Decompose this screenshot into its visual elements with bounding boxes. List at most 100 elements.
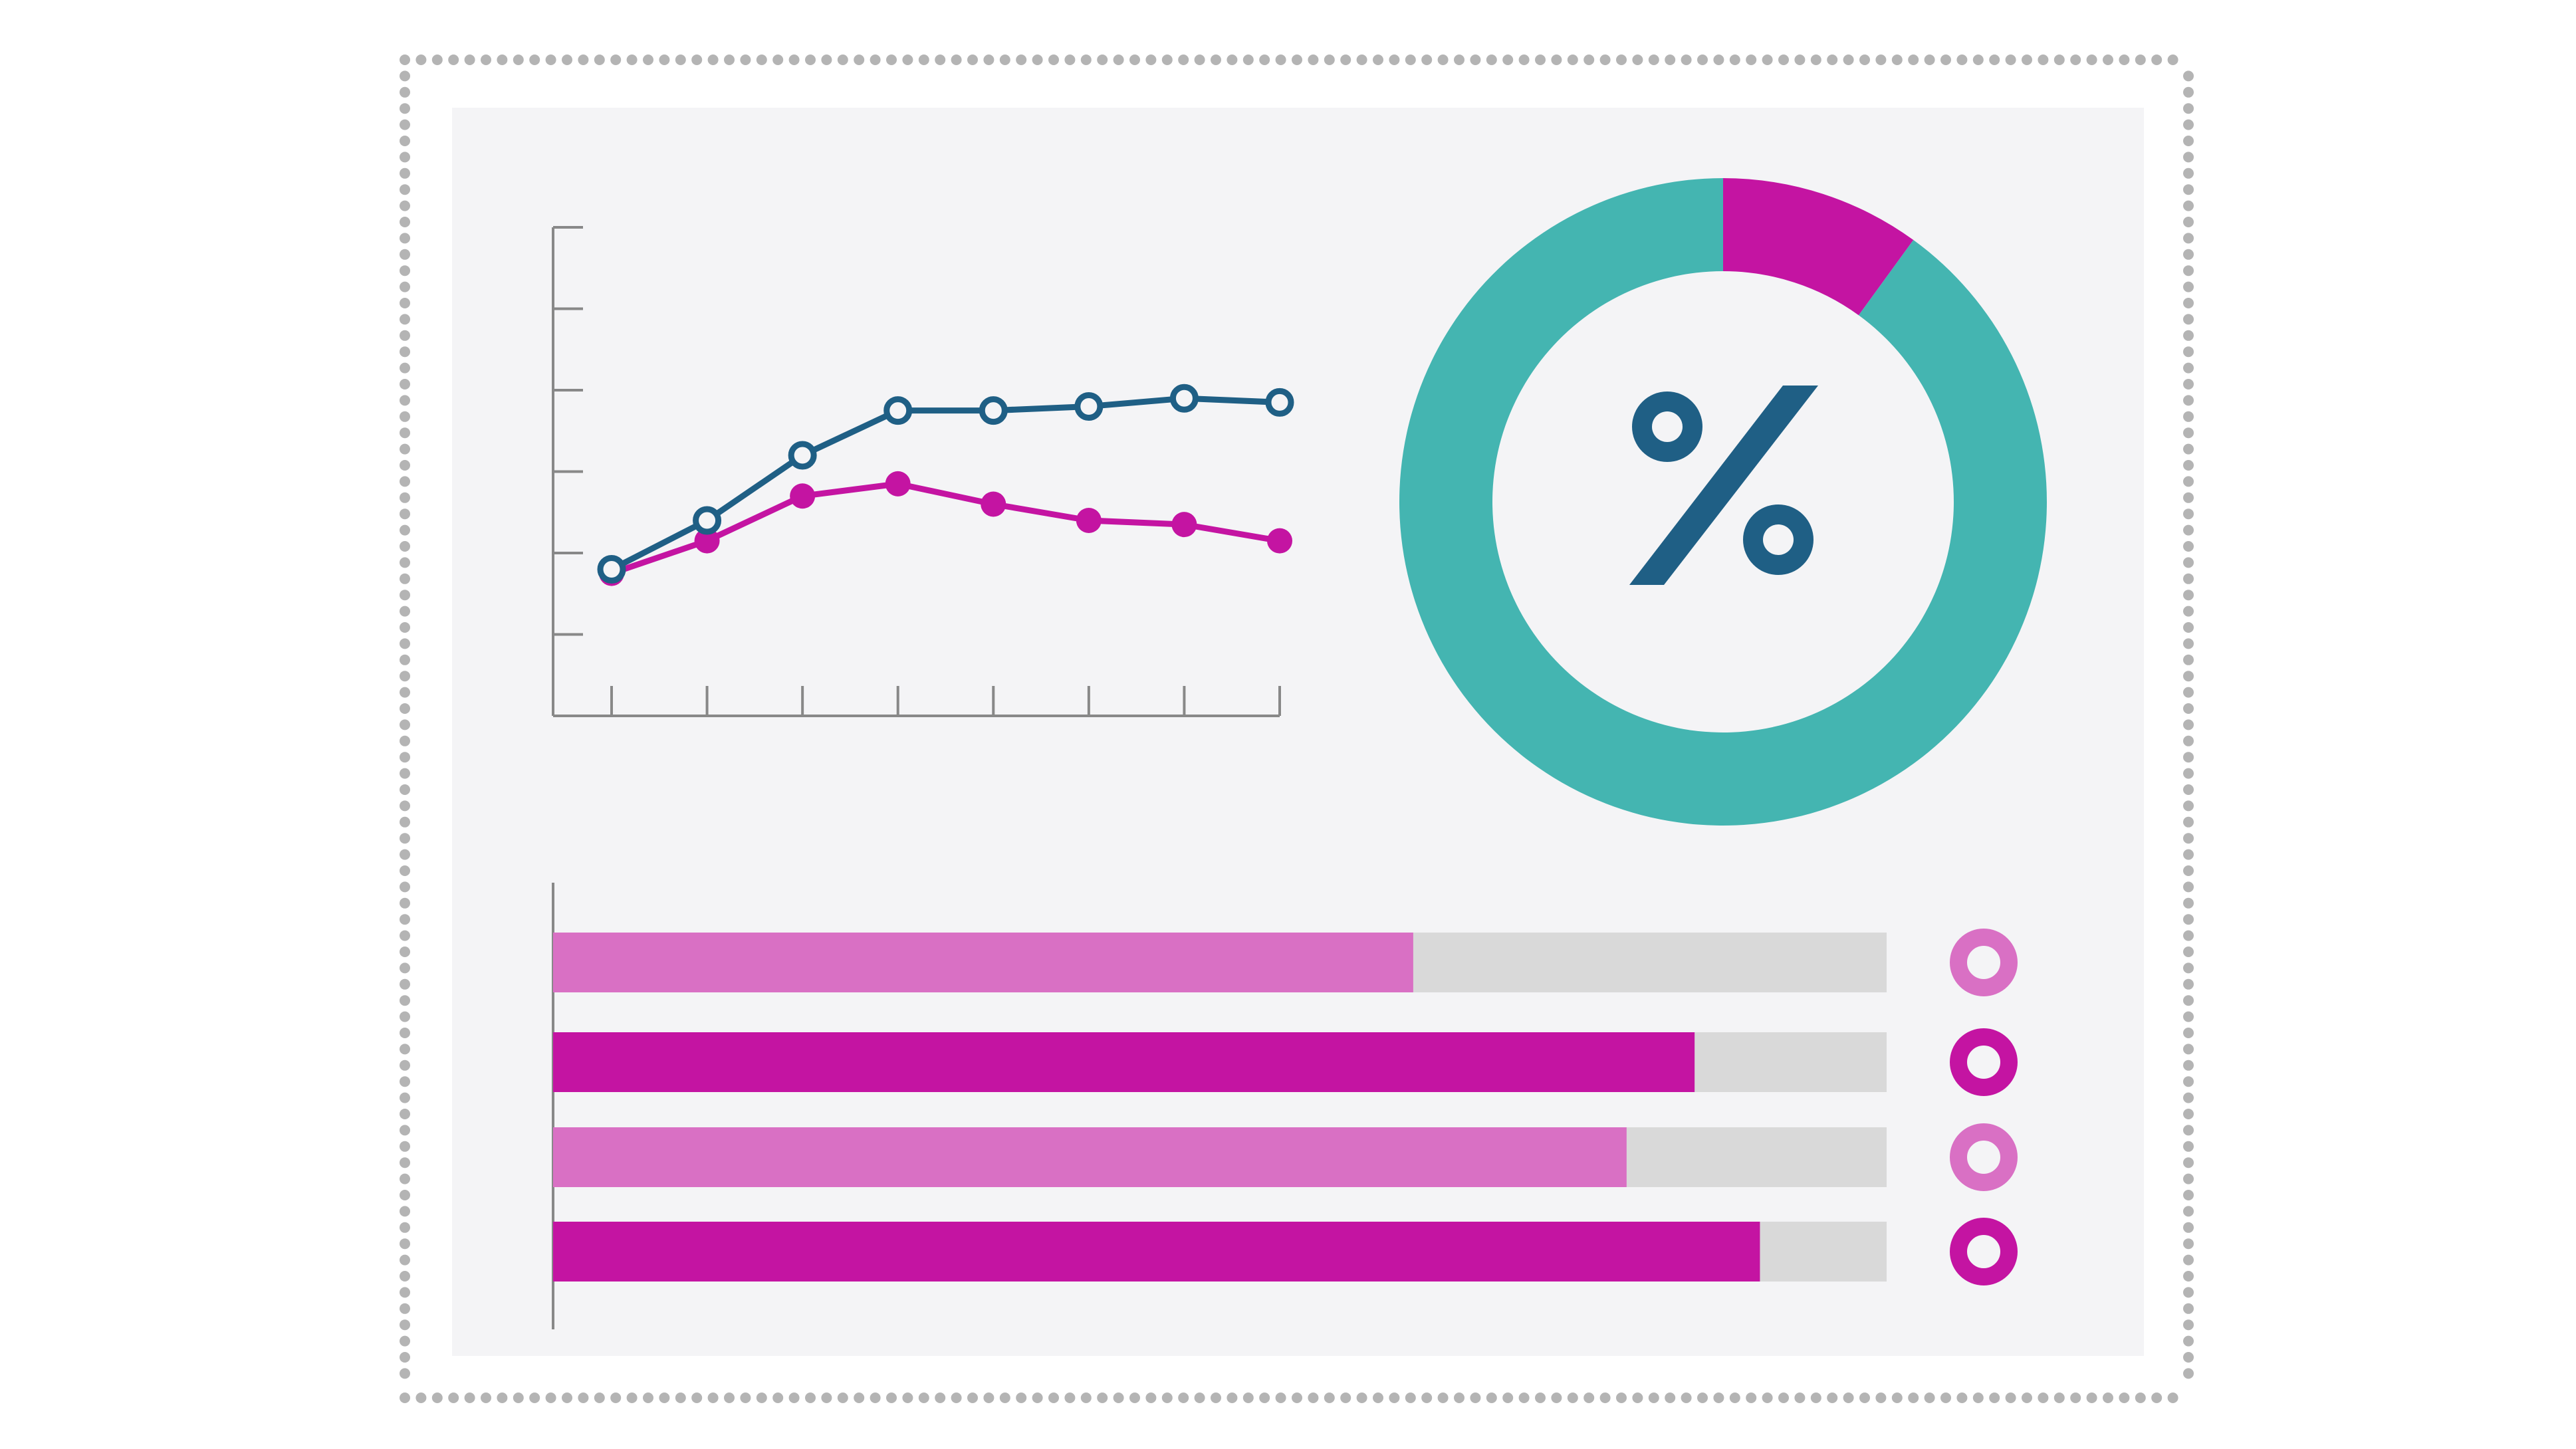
frame-dot <box>1340 1393 1351 1403</box>
frame-dot <box>400 1028 410 1038</box>
frame-dot <box>626 55 638 65</box>
frame-dot <box>675 55 686 65</box>
frame-dot <box>2183 833 2194 844</box>
frame-dot <box>2183 152 2194 163</box>
frame-dot <box>788 55 800 65</box>
frame-dot <box>400 1303 410 1314</box>
frame-dot <box>400 590 410 601</box>
frame-dot <box>675 1393 686 1403</box>
frame-dot <box>1583 55 1595 65</box>
frame-dot <box>1972 1393 1984 1403</box>
frame-dot <box>1308 1393 1319 1403</box>
frame-dot <box>691 1393 703 1403</box>
frame-dot <box>1908 55 1919 65</box>
frame-dot <box>2183 70 2194 82</box>
frame-dot <box>513 1393 524 1403</box>
percent-hole-bottom <box>1763 524 1794 555</box>
frame-dot <box>431 55 443 65</box>
frame-dot <box>529 1393 540 1403</box>
frame-dot <box>659 1393 670 1403</box>
frame-dot <box>1356 1393 1367 1403</box>
frame-dot <box>400 1125 410 1136</box>
frame-dot <box>1454 1393 1464 1403</box>
frame-dot <box>400 914 410 925</box>
frame-dot <box>1762 1393 1773 1403</box>
frame-dot <box>1567 55 1578 65</box>
frame-dot <box>1421 1393 1433 1403</box>
frame-dot <box>415 55 427 65</box>
frame-dot <box>2183 217 2194 227</box>
ring-marker-icon <box>1950 929 2018 996</box>
frame-dot <box>1016 55 1027 65</box>
frame-dot <box>2005 1393 2016 1403</box>
frame-dot <box>2183 703 2194 714</box>
frame-dot <box>1599 55 1611 65</box>
frame-dot <box>400 443 410 455</box>
frame-dot <box>2183 1303 2194 1314</box>
frame-dot <box>400 573 410 584</box>
frame-dot <box>1599 1393 1611 1403</box>
line-point <box>979 396 1008 425</box>
line-point <box>1076 508 1102 533</box>
frame-dot <box>400 1109 410 1119</box>
frame-dot <box>2183 281 2194 292</box>
frame-dot <box>1794 1393 1806 1403</box>
frame-dot <box>400 735 410 746</box>
frame-dot <box>691 55 703 65</box>
frame-dot <box>870 1393 881 1403</box>
frame-dot <box>610 1393 622 1403</box>
frame-dot <box>2038 1393 2049 1403</box>
frame-dot <box>2053 1393 2065 1403</box>
frame-dot <box>2183 541 2194 552</box>
frame-dot <box>400 1173 410 1184</box>
frame-dot <box>400 557 410 568</box>
frame-dot <box>2183 1287 2194 1298</box>
frame-dot <box>400 1352 410 1363</box>
frame-dot <box>1405 55 1416 65</box>
frame-dot <box>2183 930 2194 941</box>
frame-dot <box>400 330 410 341</box>
frame-dot <box>2086 55 2097 65</box>
frame-dot <box>400 281 410 292</box>
frame-dot <box>2183 1352 2194 1363</box>
frame-dot <box>1454 55 1464 65</box>
frame-dot <box>2183 1044 2194 1055</box>
frame-dot <box>2119 55 2130 65</box>
frame-dot <box>2183 590 2194 601</box>
frame-dot <box>400 119 410 130</box>
frame-dot <box>886 1393 897 1403</box>
frame-dot <box>2183 476 2194 487</box>
frame-dot <box>1729 1393 1740 1403</box>
frame-dot <box>1437 55 1449 65</box>
frame-dot <box>2183 978 2194 990</box>
frame-dot <box>2183 346 2194 358</box>
frame-dot <box>400 265 410 277</box>
frame-dot <box>2183 1109 2194 1119</box>
frame-dot <box>2183 395 2194 406</box>
frame-dot <box>1665 55 1676 65</box>
ring-marker-icon <box>1950 1028 2018 1096</box>
frame-dot <box>400 411 410 422</box>
frame-dot <box>1080 1393 1092 1403</box>
frame-dot <box>2119 1393 2130 1403</box>
frame-dot <box>400 217 410 227</box>
frame-dot <box>935 1393 946 1403</box>
frame-dot <box>2070 55 2081 65</box>
frame-dot <box>1048 55 1059 65</box>
frame-dot <box>2183 379 2194 390</box>
frame-dot <box>594 1393 605 1403</box>
frame-dot <box>805 1393 816 1403</box>
frame-dot <box>1924 1393 1935 1403</box>
frame-dot <box>1518 1393 1530 1403</box>
bar-chart-rows <box>553 929 2018 1285</box>
frame-dot <box>400 1254 410 1266</box>
frame-dot <box>1389 1393 1400 1403</box>
frame-dot <box>513 55 524 65</box>
frame-dot <box>1242 55 1254 65</box>
frame-dot <box>2183 103 2194 114</box>
frame-dot <box>400 362 410 374</box>
frame-dot <box>1713 55 1724 65</box>
frame-dot <box>497 55 508 65</box>
line-point <box>885 471 911 497</box>
frame-dot <box>400 1076 410 1087</box>
